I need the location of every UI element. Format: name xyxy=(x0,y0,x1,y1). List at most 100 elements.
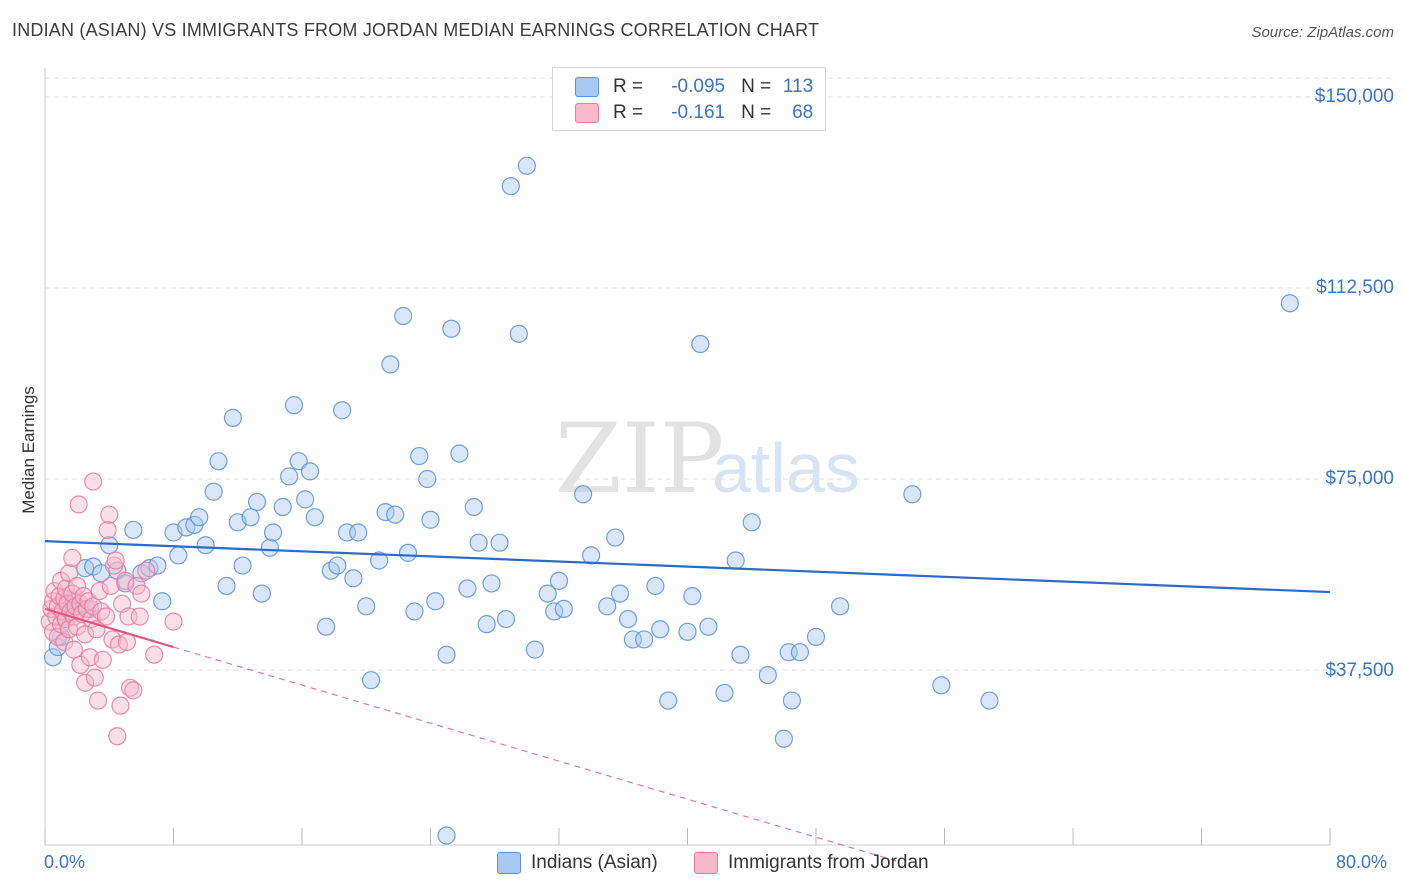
data-point-indians xyxy=(328,556,347,575)
data-point-indians xyxy=(296,490,315,509)
data-point-indians xyxy=(349,523,368,542)
data-point-jordan xyxy=(108,727,127,746)
data-point-indians xyxy=(715,683,734,703)
data-point-indians xyxy=(726,551,745,570)
data-point-indians xyxy=(252,584,271,603)
legend-item-jordan[interactable]: Immigrants from Jordan xyxy=(694,852,929,874)
data-point-indians xyxy=(148,556,167,575)
r-value: -0.095 xyxy=(671,76,726,97)
data-point-indians xyxy=(598,597,617,616)
legend-label: Indians (Asian) xyxy=(531,852,658,873)
data-point-indians xyxy=(169,546,188,565)
data-point-jordan xyxy=(79,592,98,611)
data-point-jordan xyxy=(64,640,84,659)
data-point-indians xyxy=(509,324,528,343)
data-point-indians xyxy=(233,556,252,575)
blue-swatch-icon xyxy=(497,852,521,874)
data-point-indians xyxy=(153,592,172,611)
data-point-indians xyxy=(782,691,802,710)
data-point-indians xyxy=(223,408,243,427)
data-point-jordan xyxy=(92,602,111,621)
data-point-indians xyxy=(659,691,678,710)
data-point-indians xyxy=(790,643,810,662)
data-point-indians xyxy=(496,609,516,629)
data-point-jordan xyxy=(76,673,95,692)
data-point-jordan xyxy=(71,655,90,675)
series-legend: Indians (Asian) Immigrants from Jordan xyxy=(0,852,1406,878)
data-point-indians xyxy=(573,485,593,504)
data-point-indians xyxy=(410,446,429,466)
data-point-indians xyxy=(381,355,400,374)
data-point-indians xyxy=(247,492,267,512)
data-point-jordan xyxy=(116,571,135,590)
trend-lines xyxy=(44,540,1331,862)
data-point-indians xyxy=(305,508,324,527)
pink-swatch-icon xyxy=(575,103,599,123)
data-point-indians xyxy=(289,452,308,471)
data-point-indians xyxy=(398,543,418,562)
correlation-legend: R = -0.095 N = 113 R = -0.161 N = 68 xyxy=(552,67,826,131)
data-point-jordan xyxy=(111,696,130,715)
data-point-indians xyxy=(538,584,557,603)
data-point-jordan xyxy=(85,668,104,687)
grid-lines xyxy=(45,77,1395,671)
data-point-indians xyxy=(458,579,477,598)
data-point-jordan xyxy=(76,625,95,644)
data-point-indians xyxy=(437,645,456,664)
data-point-indians xyxy=(1280,294,1299,313)
r-value: -0.161 xyxy=(671,102,726,123)
data-point-indians xyxy=(980,691,999,710)
data-point-jordan xyxy=(121,678,140,697)
y-tick-label: $150,000 xyxy=(1314,86,1394,107)
chart-title: INDIAN (ASIAN) VS IMMIGRANTS FROM JORDAN… xyxy=(12,20,820,40)
data-point-indians xyxy=(651,620,670,639)
trend-line-jordan xyxy=(44,607,174,649)
data-point-indians xyxy=(217,576,236,596)
data-point-jordan xyxy=(98,520,117,540)
data-point-jordan xyxy=(88,691,108,710)
data-point-indians xyxy=(370,551,389,570)
data-point-indians xyxy=(450,444,469,463)
data-point-indians xyxy=(263,523,283,542)
legend-row-jordan: R = -0.161 N = 68 xyxy=(575,101,813,125)
data-point-jordan xyxy=(100,505,119,524)
data-point-indians xyxy=(284,396,304,415)
data-point-indians xyxy=(691,334,710,354)
legend-item-indians[interactable]: Indians (Asian) xyxy=(497,852,658,874)
watermark-zip: ZIP xyxy=(555,403,724,515)
watermark: ZIP atlas xyxy=(555,403,860,515)
data-point-indians xyxy=(209,452,228,471)
data-point-indians xyxy=(549,571,569,590)
y-tick-label: $112,500 xyxy=(1316,277,1394,298)
data-point-indians xyxy=(344,569,363,588)
data-point-indians xyxy=(405,602,424,621)
x-tick-label-min: 0.0% xyxy=(44,852,86,872)
series-jordan-points xyxy=(40,472,183,746)
data-point-indians xyxy=(204,482,223,501)
data-point-indians xyxy=(582,546,601,565)
data-point-indians xyxy=(525,640,545,659)
data-point-jordan xyxy=(69,495,88,514)
y-tick-label: $37,500 xyxy=(1325,660,1394,681)
x-tick-label-max: 80.0% xyxy=(1336,852,1388,872)
data-point-indians xyxy=(437,826,456,845)
data-point-indians xyxy=(646,576,665,596)
y-axis-label: Median Earnings xyxy=(19,386,38,514)
data-point-indians xyxy=(394,306,413,326)
data-point-indians xyxy=(758,665,777,685)
data-point-jordan xyxy=(101,576,120,596)
r-label: R = xyxy=(613,76,644,97)
data-point-indians xyxy=(333,401,352,420)
data-point-jordan xyxy=(130,607,149,626)
data-point-indians xyxy=(618,609,638,629)
data-point-jordan xyxy=(124,681,143,700)
data-point-jordan xyxy=(68,576,87,596)
data-point-jordan xyxy=(90,581,109,601)
data-point-indians xyxy=(517,156,536,175)
trend-line-indians xyxy=(44,540,1331,594)
n-value: 68 xyxy=(792,102,814,123)
data-point-indians xyxy=(241,508,260,527)
n-label: N = xyxy=(741,76,772,97)
data-point-jordan xyxy=(164,612,183,631)
